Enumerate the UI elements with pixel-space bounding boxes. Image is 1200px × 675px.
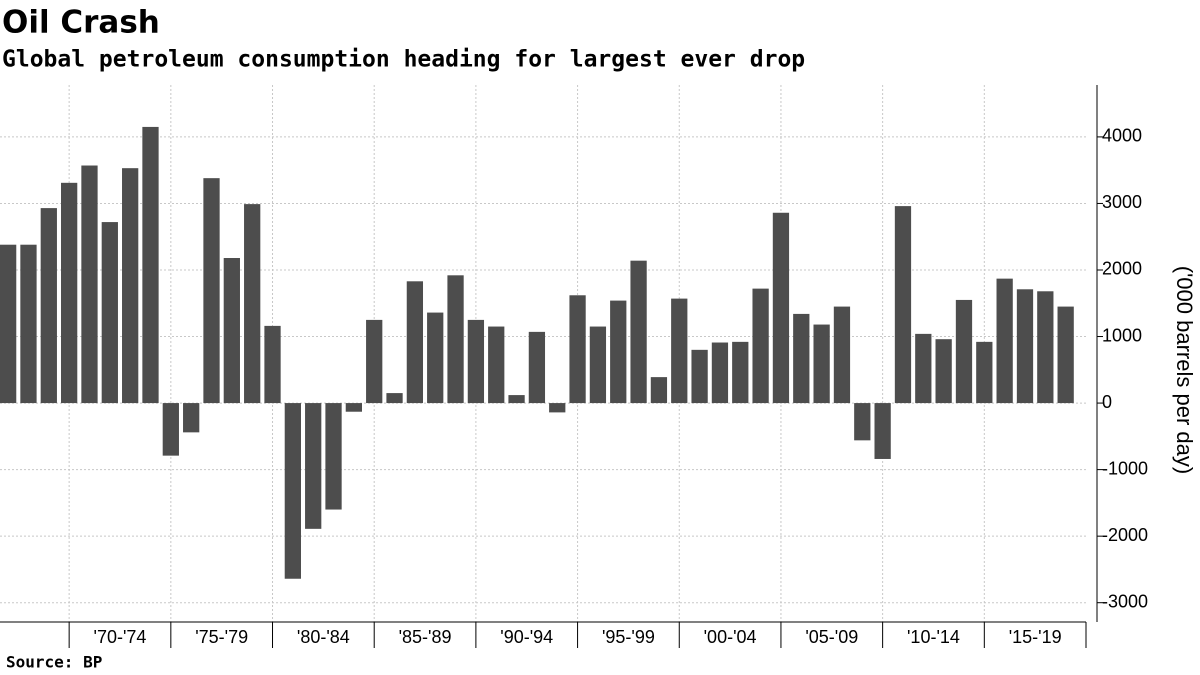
bar xyxy=(223,258,240,404)
y-tick-label: 4000 xyxy=(1102,126,1142,146)
bar xyxy=(813,324,830,404)
x-tick-label: '05-'09 xyxy=(805,627,858,647)
x-tick-label: '10-'14 xyxy=(907,627,960,647)
x-tick-label: '80-'84 xyxy=(297,627,350,647)
bar xyxy=(244,204,261,404)
bar xyxy=(122,168,139,404)
bar xyxy=(711,342,729,404)
y-tick-label: 3000 xyxy=(1102,192,1142,212)
x-tick-label: '95-'99 xyxy=(602,627,655,647)
bar xyxy=(386,393,403,404)
bar xyxy=(691,349,708,404)
bar xyxy=(20,244,37,404)
bar xyxy=(976,341,993,404)
source: Source: BP xyxy=(6,653,102,672)
bar xyxy=(101,222,118,404)
x-tick-label: '90-'94 xyxy=(500,627,553,647)
x-tick-label: '70-'74 xyxy=(94,627,147,647)
bar xyxy=(630,260,647,404)
bar xyxy=(508,395,525,404)
bar xyxy=(610,300,627,404)
y-tick-label: 1000 xyxy=(1102,325,1142,345)
bar xyxy=(569,295,586,404)
bar xyxy=(915,333,932,404)
bar xyxy=(833,306,851,404)
bar xyxy=(874,403,891,459)
bar xyxy=(854,403,871,441)
bar xyxy=(996,278,1013,404)
chart-title: Oil Crash xyxy=(2,5,160,41)
y-tick-label: -2000 xyxy=(1102,525,1148,545)
bar xyxy=(549,403,566,413)
x-tick-label: '15-'19 xyxy=(1009,627,1062,647)
bar xyxy=(752,288,769,404)
bar xyxy=(345,403,362,412)
bar xyxy=(162,403,179,456)
bar xyxy=(183,403,200,433)
y-tick-label: 0 xyxy=(1102,392,1112,412)
bar xyxy=(772,212,790,404)
bar xyxy=(366,319,383,404)
bar xyxy=(61,182,78,404)
bar xyxy=(40,208,57,404)
bar xyxy=(305,403,322,529)
bar xyxy=(0,244,17,404)
bar xyxy=(142,126,159,404)
bar xyxy=(935,339,952,404)
bar xyxy=(589,326,607,404)
bar xyxy=(81,165,98,404)
bar xyxy=(488,326,505,404)
bar xyxy=(1057,306,1074,404)
bar xyxy=(1016,289,1034,404)
y-tick-label: 2000 xyxy=(1102,259,1142,279)
bar xyxy=(793,313,810,404)
bar xyxy=(732,341,749,404)
bar xyxy=(406,281,424,404)
bar xyxy=(671,298,688,404)
bar xyxy=(955,299,973,404)
bar xyxy=(467,319,485,404)
x-tick-label: '00-'04 xyxy=(704,627,757,647)
y-axis-label: ('000 barrels per day) xyxy=(1172,266,1197,474)
bar xyxy=(264,325,281,404)
bar xyxy=(528,331,546,404)
y-tick-label: -1000 xyxy=(1102,458,1148,478)
x-tick-label: '85-'89 xyxy=(399,627,452,647)
bar xyxy=(1037,291,1054,404)
bar xyxy=(325,403,342,510)
x-tick-label: '75-'79 xyxy=(195,627,248,647)
chart-subtitle: Global petroleum consumption heading for… xyxy=(2,47,805,73)
bar xyxy=(203,178,220,404)
y-tick-label: -3000 xyxy=(1102,591,1148,611)
bar xyxy=(894,206,912,404)
bar xyxy=(284,403,301,579)
bar xyxy=(447,275,464,404)
bar xyxy=(427,312,444,404)
bar xyxy=(650,377,668,404)
